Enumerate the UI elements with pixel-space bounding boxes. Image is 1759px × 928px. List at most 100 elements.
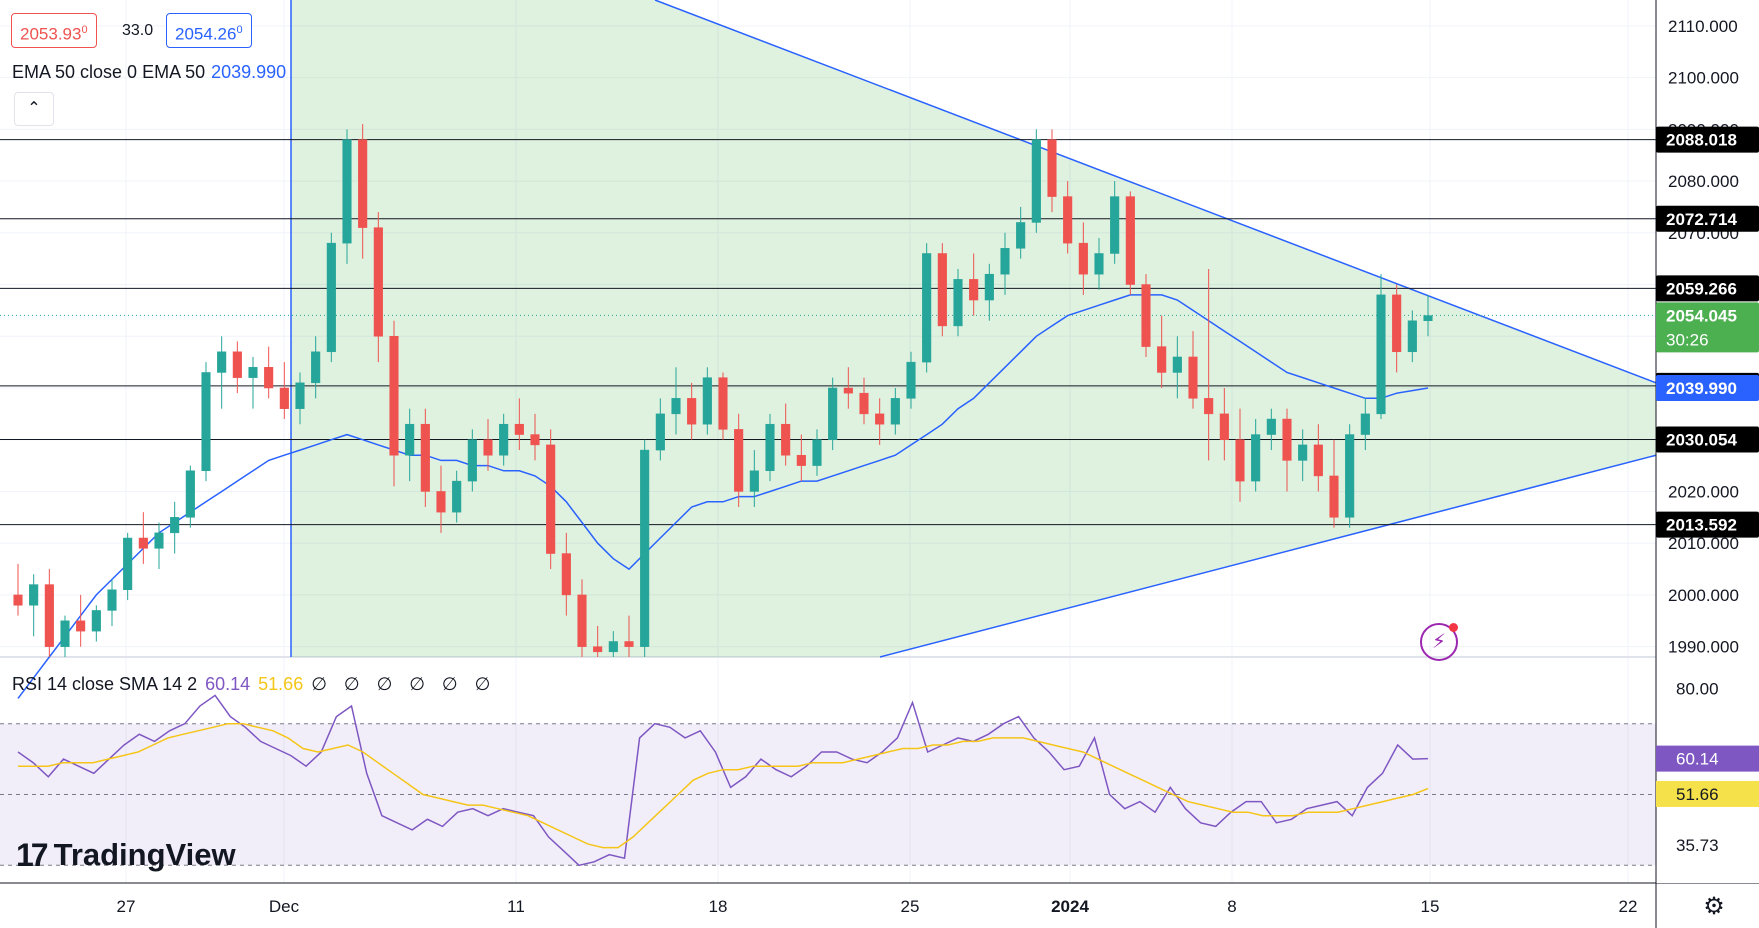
candle <box>608 631 618 657</box>
candle-body <box>906 361 916 399</box>
candle-body <box>60 620 70 647</box>
candle-body <box>76 620 86 632</box>
candle <box>1407 310 1417 363</box>
rsi-pane <box>0 694 1656 867</box>
candle <box>264 346 274 399</box>
candle-body <box>687 398 697 425</box>
candle <box>655 398 665 461</box>
candle-body <box>1376 294 1386 415</box>
candle-body <box>342 139 352 244</box>
candle-body <box>1016 222 1026 249</box>
time-tick-label: 22 <box>1619 897 1638 916</box>
triangle-upper-line <box>654 0 1657 384</box>
candle <box>483 419 493 471</box>
candle-body <box>640 449 650 647</box>
ema-50-line <box>17 294 1429 699</box>
settings-icon[interactable]: ⚙ <box>1703 893 1725 920</box>
price-tick-label: 2100.000 <box>1668 69 1739 88</box>
level-tag: 2013.592 <box>1666 516 1737 535</box>
candle <box>295 372 305 425</box>
candle <box>577 579 587 657</box>
candle-body <box>655 413 665 451</box>
ema-legend[interactable]: EMA 50 close 0 EMA 50 2039.990 <box>12 60 286 84</box>
candle <box>781 403 791 466</box>
candle-body <box>420 423 430 492</box>
ask-price-box[interactable]: 2054.260 <box>166 13 252 48</box>
rsi-legend-value: 60.14 <box>205 674 251 694</box>
candle-body <box>1094 253 1104 275</box>
candle-body <box>185 470 195 518</box>
candle <box>702 367 712 435</box>
candle <box>1360 398 1370 451</box>
candle-body <box>969 279 979 301</box>
candle <box>499 413 509 466</box>
candle-body <box>1345 434 1355 518</box>
candle <box>1000 232 1010 295</box>
level-tag: 2088.018 <box>1666 131 1737 150</box>
price-tick-label: 2020.000 <box>1668 482 1739 501</box>
candle <box>1047 129 1057 213</box>
candle <box>843 367 853 409</box>
candle-body <box>13 594 23 606</box>
candle-body <box>1172 356 1182 373</box>
rsi-sma-line <box>18 722 1429 849</box>
candle <box>107 579 117 626</box>
candle-body <box>1141 284 1151 347</box>
candlestick-series <box>13 124 1433 657</box>
candle <box>13 563 23 616</box>
candle <box>1188 331 1198 409</box>
candle-body <box>624 641 634 647</box>
candle-body <box>311 351 321 384</box>
candle-body <box>1047 139 1057 197</box>
candle-body <box>796 454 806 466</box>
candle <box>734 413 744 507</box>
tradingview-logo[interactable]: 17 TradingView <box>16 835 236 875</box>
candle-body <box>44 584 54 647</box>
candle <box>969 253 979 316</box>
level-tag: 2030.054 <box>1666 430 1737 449</box>
candle <box>1063 181 1073 254</box>
collapse-legend-button[interactable]: ⌃ <box>14 92 54 126</box>
candle-body <box>828 387 838 440</box>
candle <box>906 351 916 409</box>
candle <box>1016 206 1026 259</box>
candle <box>1282 408 1292 492</box>
flash-icon[interactable]: ⚡ <box>1420 623 1458 661</box>
tradingview-logo-icon: 17 <box>16 836 49 873</box>
grid-lines <box>0 0 1759 884</box>
candle-body <box>1125 196 1135 285</box>
ema-line <box>17 294 1429 699</box>
candle-body <box>561 553 571 596</box>
rsi-legend[interactable]: RSI 14 close SMA 14 2 60.14 51.66 ∅ ∅ ∅ ∅ ∅… <box>12 672 496 696</box>
bid-price: 2053.93 <box>20 24 82 44</box>
candle <box>546 429 556 570</box>
candle <box>405 408 415 482</box>
candle <box>796 434 806 482</box>
candle <box>1172 336 1182 399</box>
candle <box>1329 439 1339 528</box>
candle <box>1125 191 1135 295</box>
candle <box>859 377 869 425</box>
horizontal-levels <box>0 139 1656 526</box>
candle-body <box>1063 196 1073 244</box>
candle <box>217 336 227 409</box>
candle-body <box>1031 139 1041 223</box>
candle <box>1078 222 1088 295</box>
level-tag: 2072.714 <box>1666 210 1737 229</box>
chevron-up-icon: ⌃ <box>27 100 41 117</box>
rsi-sma-legend-value: 51.66 <box>258 674 304 694</box>
current-price-tag: 2054.045 <box>1666 306 1737 325</box>
current-price-tag-bg <box>1656 302 1759 353</box>
rsi-value-tag: 60.14 <box>1676 750 1719 769</box>
time-tick-label: 2024 <box>1051 897 1089 916</box>
candle <box>60 615 70 657</box>
candle <box>1313 424 1323 492</box>
bid-price-box[interactable]: 2053.930 <box>11 13 97 48</box>
candle <box>953 269 963 337</box>
candle <box>1345 424 1355 528</box>
candle <box>170 501 180 554</box>
candle <box>201 362 211 482</box>
candle <box>279 362 289 420</box>
candle <box>1235 408 1245 502</box>
